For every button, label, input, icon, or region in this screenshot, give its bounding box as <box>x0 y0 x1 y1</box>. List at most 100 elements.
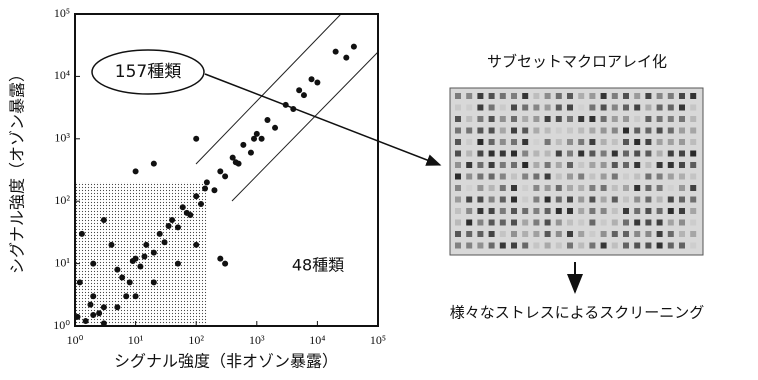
array-spot <box>522 162 528 168</box>
array-spot <box>556 185 562 191</box>
point <box>222 173 228 179</box>
array-spot <box>578 220 584 226</box>
array-spot <box>489 243 495 249</box>
array-spot <box>645 197 651 203</box>
array-spot <box>477 220 483 226</box>
point <box>83 318 89 324</box>
array-spot <box>668 139 674 145</box>
array-spot <box>567 139 573 145</box>
array-spot <box>623 151 629 157</box>
array-spot <box>455 174 461 180</box>
array-spot <box>657 243 663 249</box>
array-spot <box>668 128 674 134</box>
array-spot <box>623 128 629 134</box>
array-spot <box>601 105 607 111</box>
array-spot <box>589 105 595 111</box>
point <box>130 258 136 264</box>
array-spot <box>522 185 528 191</box>
array-spot <box>545 151 551 157</box>
array-spot <box>679 128 685 134</box>
array-spot <box>556 162 562 168</box>
array-spot <box>455 220 461 226</box>
array-spot <box>589 243 595 249</box>
array-spot <box>489 105 495 111</box>
array-spot <box>612 105 618 111</box>
y-tick-label: 10⁵ <box>54 6 70 20</box>
point <box>301 92 307 98</box>
array-spot <box>612 174 618 180</box>
point <box>175 261 181 267</box>
point <box>198 201 204 207</box>
array-spot <box>645 105 651 111</box>
array-spot <box>455 128 461 134</box>
array-spot <box>500 93 506 99</box>
array-spot <box>668 162 674 168</box>
array-spot <box>679 105 685 111</box>
y-tick-label: 10⁰ <box>53 318 70 332</box>
point <box>296 87 302 93</box>
array-spot <box>500 139 506 145</box>
array-spot <box>657 185 663 191</box>
array-spot <box>612 197 618 203</box>
array-spot <box>500 105 506 111</box>
array-spot <box>645 93 651 99</box>
array-spot <box>500 197 506 203</box>
array-spot <box>511 185 517 191</box>
array-spot <box>455 162 461 168</box>
array-spot <box>657 162 663 168</box>
array-spot <box>500 116 506 122</box>
point <box>259 136 265 142</box>
panel-caption: 様々なストレスによるスクリーニング <box>450 304 705 322</box>
array-spot <box>690 128 696 134</box>
array-spot <box>567 128 573 134</box>
array-spot <box>589 208 595 214</box>
array-spot <box>612 139 618 145</box>
array-spot <box>612 116 618 122</box>
array-spot <box>668 105 674 111</box>
array-spot <box>578 208 584 214</box>
array-spot <box>690 174 696 180</box>
array-spot <box>567 162 573 168</box>
array-spot <box>601 128 607 134</box>
array-spot <box>589 116 595 122</box>
array-spot <box>589 162 595 168</box>
array-spot <box>533 139 539 145</box>
array-spot <box>679 208 685 214</box>
array-spot <box>500 128 506 134</box>
array-spot <box>645 208 651 214</box>
array-spot <box>679 220 685 226</box>
array-spot <box>545 220 551 226</box>
point <box>157 231 163 237</box>
array-spot <box>645 231 651 237</box>
array-spot <box>567 174 573 180</box>
array-spot <box>668 231 674 237</box>
point <box>175 224 181 230</box>
array-spot <box>533 116 539 122</box>
array-spot <box>455 139 461 145</box>
point <box>90 293 96 299</box>
array-spot <box>522 128 528 134</box>
array-spot <box>679 139 685 145</box>
array-spot <box>690 243 696 249</box>
array-spot <box>477 139 483 145</box>
point <box>233 159 239 165</box>
array-spot <box>489 93 495 99</box>
array-spot <box>556 139 562 145</box>
array-spot <box>511 105 517 111</box>
array-spot <box>679 174 685 180</box>
array-spot <box>657 197 663 203</box>
array-spot <box>477 93 483 99</box>
point <box>166 223 172 229</box>
array-spot <box>645 185 651 191</box>
x-tick-label: 10⁵ <box>370 333 386 347</box>
array-spot <box>612 93 618 99</box>
array-spot <box>589 174 595 180</box>
threshold-line <box>196 14 341 164</box>
array-spot <box>533 197 539 203</box>
array-spot <box>511 116 517 122</box>
array-spot <box>601 220 607 226</box>
array-spot <box>645 139 651 145</box>
array-spot <box>511 174 517 180</box>
array-spot <box>533 105 539 111</box>
array-spot <box>466 128 472 134</box>
